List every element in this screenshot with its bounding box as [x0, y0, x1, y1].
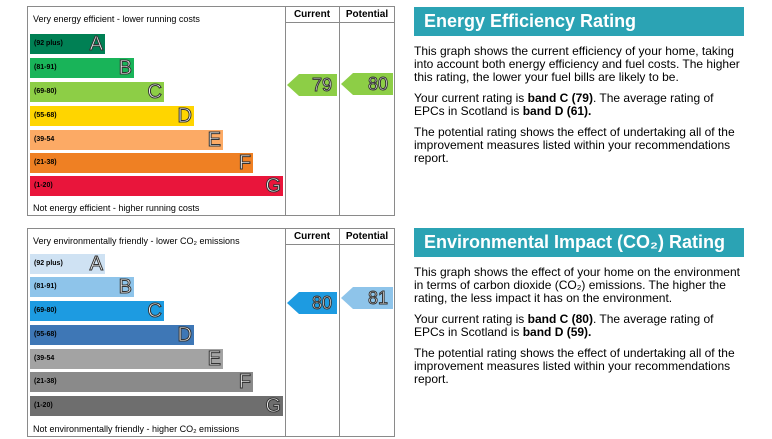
band-letter: G — [265, 395, 282, 418]
chart-top-label: Very energy efficient - lower running co… — [33, 14, 200, 24]
band-range: (81-91) — [34, 283, 57, 290]
band-letter: C — [147, 81, 162, 104]
band-letter: C — [147, 300, 162, 323]
potential-rating-arrow: 81 — [341, 287, 393, 309]
panel-current-rating-text: Your current rating is band C (79). The … — [414, 92, 744, 118]
panel-potential-text: The potential rating shows the effect of… — [414, 346, 735, 386]
band-e: (39-54 E — [30, 348, 223, 371]
band-letter: A — [89, 253, 103, 276]
current-rating-arrow: 79 — [287, 74, 337, 96]
band-c: (69-80) C — [30, 81, 164, 104]
column-divider — [285, 229, 286, 436]
band-letter: D — [177, 105, 192, 128]
band-letter: B — [118, 276, 132, 299]
energy-efficiency-info-panel: Energy Efficiency Rating This graph show… — [414, 7, 744, 165]
band-range: (81-91) — [34, 64, 57, 71]
band-f: (21-38) F — [30, 371, 253, 394]
band-letter: F — [238, 371, 251, 394]
potential-column-header: Potential — [339, 229, 395, 245]
band-c: (69-80) C — [30, 300, 164, 323]
potential-rating-arrow: 80 — [341, 73, 393, 95]
current-column-header: Current — [285, 229, 339, 245]
column-divider — [339, 7, 340, 215]
band-range: (69-80) — [34, 88, 57, 95]
band-range: (55-68) — [34, 331, 57, 338]
band-a: (92 plus) A — [30, 253, 105, 276]
average-band-text: band D (59). — [522, 325, 592, 339]
band-d: (55-68) D — [30, 105, 194, 128]
band-range: (21-38) — [34, 378, 57, 385]
band-range: (1-20) — [34, 402, 53, 409]
current-rating-arrow: 80 — [287, 292, 337, 314]
panel-title: Energy Efficiency Rating — [414, 7, 744, 36]
band-letter: A — [89, 33, 103, 56]
band-range: (92 plus) — [34, 40, 63, 47]
chart-bottom-label: Not energy efficient - higher running co… — [33, 203, 200, 213]
band-letter: G — [265, 175, 282, 198]
band-range: (21-38) — [34, 159, 57, 166]
band-letter: B — [118, 57, 132, 80]
band-g: (1-20) G — [30, 175, 283, 198]
band-range: (92 plus) — [34, 260, 63, 267]
text-fragment: . The average rating of EPCs in Scotland… — [414, 91, 714, 118]
band-b: (81-91) B — [30, 57, 134, 80]
band-letter: F — [238, 152, 251, 175]
band-b: (81-91) B — [30, 276, 134, 299]
column-divider — [285, 7, 286, 215]
band-letter: D — [177, 324, 192, 347]
current-column-header: Current — [285, 7, 339, 23]
panel-description: This graph shows the effect of your home… — [414, 265, 740, 305]
band-g: (1-20) G — [30, 395, 283, 418]
text-fragment: . The average rating of EPCs in Scotland… — [414, 312, 714, 339]
band-letter: E — [207, 348, 221, 371]
potential-column-header: Potential — [339, 7, 395, 23]
band-f: (21-38) F — [30, 152, 253, 175]
current-band-text: band C (79) — [527, 91, 593, 105]
band-range: (39-54 — [34, 355, 55, 362]
environmental-impact-info-panel: Environmental Impact (CO₂) Rating This g… — [414, 228, 744, 386]
band-letter: E — [207, 129, 221, 152]
panel-description: This graph shows the current efficiency … — [414, 44, 740, 84]
band-range: (55-68) — [34, 112, 57, 119]
panel-title: Environmental Impact (CO₂) Rating — [414, 228, 744, 257]
text-fragment: Your current rating is — [414, 312, 528, 326]
average-band-text: band D (61). — [522, 104, 592, 118]
chart-bottom-label: Not environmentally friendly - higher CO… — [33, 424, 240, 434]
energy-efficiency-chart: Current Potential Very energy efficient … — [27, 6, 395, 216]
current-band-text: band C (80) — [527, 312, 593, 326]
text-fragment: Your current rating is — [414, 91, 528, 105]
band-e: (39-54 E — [30, 129, 223, 152]
column-divider — [339, 229, 340, 436]
band-range: (1-20) — [34, 182, 53, 189]
band-d: (55-68) D — [30, 324, 194, 347]
panel-current-rating-text: Your current rating is band C (80). The … — [414, 313, 744, 339]
band-range: (69-80) — [34, 307, 57, 314]
band-range: (39-54 — [34, 136, 55, 143]
band-a: (92 plus) A — [30, 33, 105, 56]
chart-top-label: Very environmentally friendly - lower CO… — [33, 236, 240, 246]
environmental-impact-chart: Current Potential Very environmentally f… — [27, 228, 395, 437]
panel-potential-text: The potential rating shows the effect of… — [414, 125, 735, 165]
